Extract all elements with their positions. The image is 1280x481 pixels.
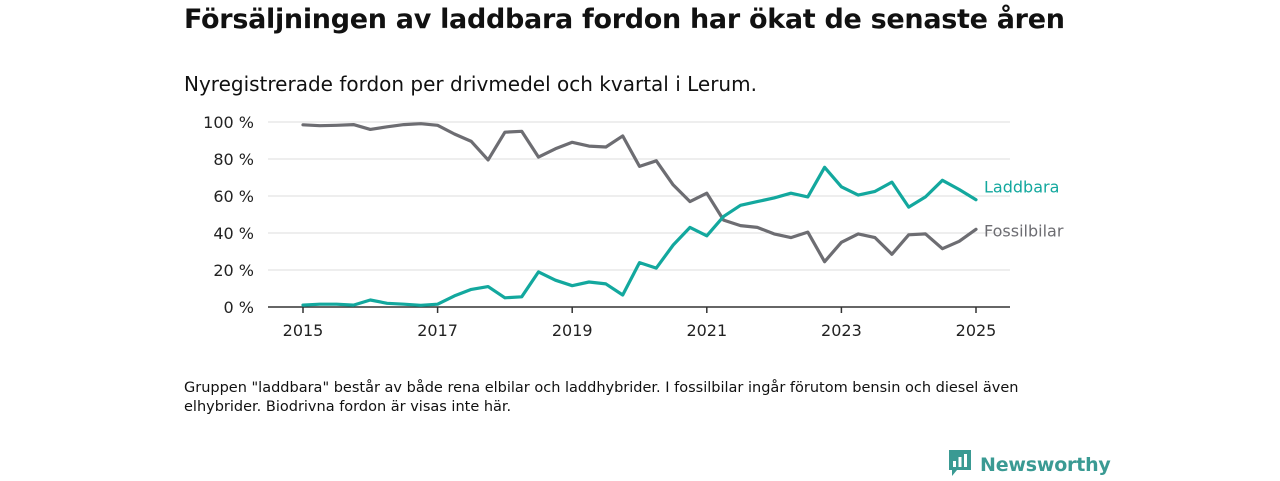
brand-name: Newsworthy (980, 454, 1111, 476)
series-line-fossilbilar (301, 122, 978, 264)
x-tick-label: 2017 (417, 321, 458, 340)
x-tick-label: 2023 (821, 321, 862, 340)
chart-title: Försäljningen av laddbara fordon har öka… (184, 4, 1065, 35)
y-tick-label: 40 % (213, 224, 254, 243)
footnote: Gruppen "laddbara" består av både rena e… (184, 380, 1019, 415)
x-tick-label: 2019 (552, 321, 593, 340)
x-tick-label: 2025 (956, 321, 997, 340)
series-lines (301, 122, 978, 307)
series-line-laddbara (301, 165, 978, 307)
grid-lines (268, 121, 1010, 271)
x-tick-label: 2015 (283, 321, 324, 340)
y-tick-label: 60 % (213, 187, 254, 206)
y-tick-label: 0 % (224, 298, 254, 317)
y-tick-label: 20 % (213, 261, 254, 280)
x-tick-label: 2021 (686, 321, 727, 340)
newsworthy-logo-icon (948, 449, 972, 481)
series-labels: Laddbara Fossilbilar (984, 178, 1064, 241)
chart-subtitle: Nyregistrerade fordon per drivmedel och … (184, 72, 757, 96)
series-label-fossilbilar: Fossilbilar (984, 221, 1064, 240)
brand-logo[interactable]: Newsworthy (948, 450, 1111, 480)
y-axis-tick-labels: 0 % 20 % 40 % 60 % 80 % 100 % (203, 113, 254, 317)
line-chart: 0 % 20 % 40 % 60 % 80 % 100 % 2015 2017 2019 202… (203, 113, 1064, 340)
series-label-laddbara: Laddbara (984, 178, 1059, 197)
y-tick-label: 80 % (213, 150, 254, 169)
x-axis: 2015 2017 2019 2021 2023 2025 (268, 306, 1010, 340)
y-tick-label: 100 % (203, 113, 254, 132)
